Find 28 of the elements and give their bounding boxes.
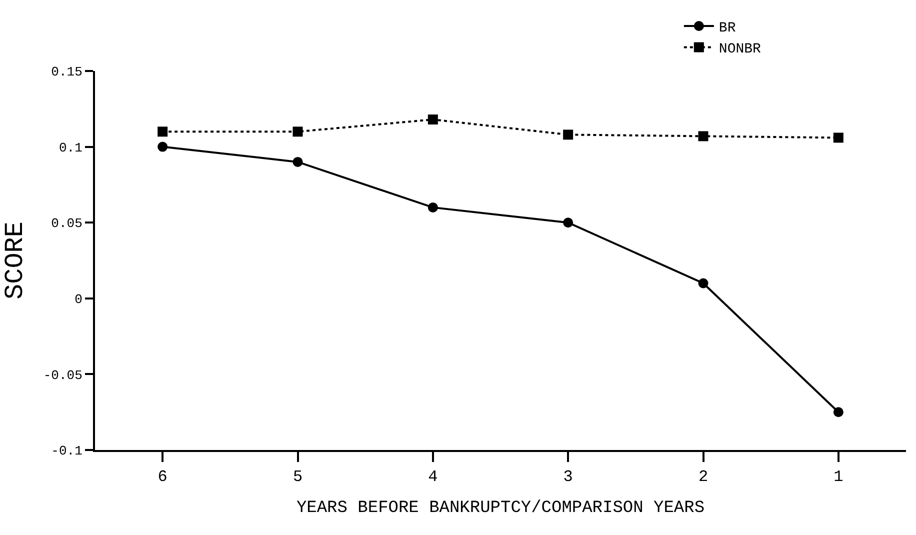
y-axis-title: SCORE [0,221,30,300]
point [833,132,844,143]
x-tick-label: 5 [292,468,303,486]
y-tick-label: 0.05 [51,216,82,232]
point [428,114,438,125]
point [833,407,844,418]
point [698,278,708,288]
y-tick-label: 0.15 [51,64,82,80]
point [563,130,574,140]
x-axis-title: YEARS BEFORE BANKRUPTCY/COMPARISON YEARS [296,499,705,518]
legend-label: BR [718,20,736,36]
y-tick-label: -0.1 [51,444,83,459]
x-tick-label: 4 [428,468,438,486]
x-tick-label: 2 [698,468,708,486]
point [563,218,574,228]
x-tick-label: 6 [158,468,168,486]
y-tick-label: -0.05 [43,368,82,383]
x-tick-label: 1 [834,468,844,486]
y-tick-label: 0 [74,292,82,307]
point [292,126,303,137]
x-tick-label: 3 [563,468,573,486]
y-tick-label: 0.1 [58,140,83,156]
point [428,202,438,212]
point [292,156,303,167]
point [698,131,708,142]
point [158,142,168,152]
legend-label: NONBR [718,42,762,58]
point [158,126,168,137]
